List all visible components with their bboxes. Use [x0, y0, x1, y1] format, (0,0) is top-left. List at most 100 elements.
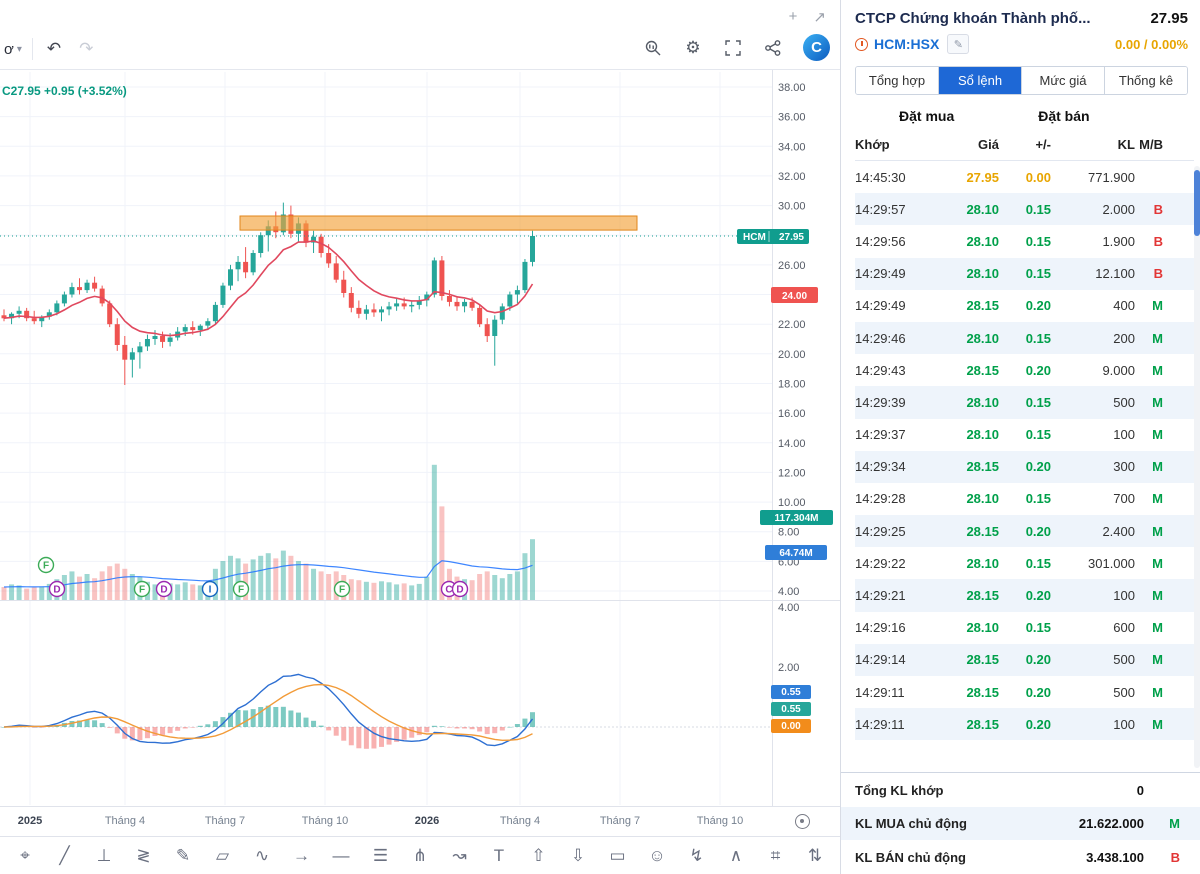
dat-mua-label[interactable]: Đặt mua	[899, 108, 955, 124]
symbol-selector[interactable]: ơ ▾	[4, 41, 22, 58]
tab-thong-ke[interactable]: Thống kê	[1104, 67, 1187, 94]
arrow-marker-tool[interactable]: →	[293, 845, 310, 865]
pattern-tool[interactable]: ↯	[689, 845, 704, 865]
settings-gear-icon[interactable]: ⚙	[685, 37, 701, 57]
time-axis-label: Tháng 7	[599, 815, 641, 827]
edit-symbol-button[interactable]: ✎	[947, 34, 970, 54]
price-change: 0.00 / 0.00%	[1115, 36, 1188, 52]
svg-text:I: I	[209, 585, 212, 596]
trade-row[interactable]: 14:29:11 28.15 0.20 500 M	[855, 684, 1163, 700]
time-axis-label: 2025	[17, 815, 43, 827]
trade-row[interactable]: 14:29:49 28.15 0.20 400 M	[855, 298, 1163, 314]
chart-toolbar: ơ ▾ ↶ ↷ ⚙ C +	[0, 0, 840, 70]
svg-text:4.00: 4.00	[778, 602, 799, 614]
svg-text:14.00: 14.00	[778, 438, 806, 450]
fullscreen-icon[interactable]	[723, 38, 743, 58]
price-chart[interactable]: FDFDIFFCD38.0036.0034.0032.0030.0028.002…	[0, 70, 840, 806]
col-change: +/-	[1035, 137, 1051, 152]
indicator-search-icon[interactable]	[643, 38, 663, 58]
trade-row[interactable]: 14:29:57 28.10 0.15 2.000 B	[855, 193, 1194, 226]
pitchfork-tool[interactable]: ⋔	[412, 845, 428, 865]
drawing-toolbar: ⌖ ╱ ⊥ ≷ ✎ ▱ ∿ → ― ☰ ⋔ ↝ T ⇧ ⇩ ▭ ☺ ↯ ∧ ⌗ ⇅	[0, 836, 840, 874]
time-axis-label: Tháng 7	[204, 815, 246, 827]
svg-text:F: F	[339, 585, 345, 596]
path-tool[interactable]: ↝	[452, 845, 467, 865]
svg-text:32.00: 32.00	[778, 171, 806, 183]
trade-row[interactable]: 14:29:37 28.10 0.15 100 M	[855, 427, 1163, 443]
goto-latest-icon[interactable]	[795, 814, 810, 829]
zigzag-tool[interactable]: ≷	[136, 845, 151, 865]
arrow-down-tool[interactable]: ⇩	[570, 845, 586, 865]
col-gia: Giá	[978, 137, 999, 152]
svg-text:F: F	[139, 585, 145, 596]
symbol-selector-label: ơ	[4, 40, 14, 58]
trade-row[interactable]: 14:29:46 28.10 0.15 200 M	[855, 321, 1194, 355]
trade-row[interactable]: 14:29:39 28.10 0.15 500 M	[855, 386, 1194, 419]
panel-header: CTCP Chứng khoán Thành phố... 27.95 HCM:…	[841, 0, 1200, 56]
trade-row[interactable]: 14:29:11 28.15 0.20 100 M	[855, 708, 1194, 741]
trade-row[interactable]: 14:29:25 28.15 0.20 2.400 M	[855, 515, 1194, 548]
footer-row: Tổng KL khớp 0	[855, 782, 1144, 798]
tab-so-lenh[interactable]: Sổ lệnh	[938, 67, 1021, 94]
svg-text:117.304M: 117.304M	[775, 513, 819, 524]
col-mb: M/B	[1139, 137, 1163, 152]
table-header: Khớp Giá +/- KL M/B	[855, 128, 1194, 161]
xabcd-pattern-tool[interactable]: ∧	[729, 845, 743, 865]
trendline-tool[interactable]: ╱	[59, 845, 70, 865]
delayed-clock-icon	[855, 37, 868, 51]
trade-row[interactable]: 14:45:30 27.95 0.00 771.900	[855, 169, 1135, 185]
text-tool[interactable]: T	[493, 845, 505, 865]
long-position-tool[interactable]: ⌗	[770, 845, 781, 865]
trade-row[interactable]: 14:29:49 28.10 0.15 12.100 B	[855, 257, 1194, 290]
parallel-channel-tool[interactable]: ▱	[215, 845, 230, 865]
trade-row[interactable]: 14:29:22 28.10 0.15 301.000 M	[855, 555, 1163, 571]
chart-section: ơ ▾ ↶ ↷ ⚙ C +	[0, 0, 840, 874]
crosshair-tool[interactable]: ⌖	[20, 845, 30, 865]
share-icon[interactable]	[763, 38, 783, 58]
horizontal-levels-tool[interactable]: ☰	[372, 845, 389, 865]
curve-tool[interactable]: ∿	[254, 845, 270, 865]
svg-text:10.00: 10.00	[778, 497, 806, 509]
callout-tool[interactable]: ▭	[609, 845, 626, 865]
trade-row[interactable]: 14:29:28 28.10 0.15 700 M	[855, 491, 1163, 507]
col-khop: Khớp	[855, 137, 890, 152]
time-axis[interactable]: 2025 Tháng 4 Tháng 7 Tháng 10 2026 Tháng 4 Thá…	[0, 806, 840, 836]
symbol-exchange[interactable]: HCM:HSX	[874, 36, 940, 52]
svg-text:D: D	[53, 585, 60, 596]
undo-button[interactable]: ↶	[43, 37, 65, 61]
emoji-tool[interactable]: ☺	[648, 845, 666, 865]
horizontal-line-tool[interactable]: ―	[332, 845, 350, 865]
toolbar-divider	[31, 38, 33, 60]
pencil-icon: ✎	[953, 38, 963, 51]
svg-text:27.95: 27.95	[779, 232, 804, 243]
time-axis-label: Tháng 4	[499, 815, 541, 827]
svg-text:C: C	[445, 585, 452, 596]
redo-button[interactable]: ↷	[75, 37, 97, 61]
expand-widget-icon[interactable]: ↗	[813, 9, 826, 26]
trade-row[interactable]: 14:29:43 28.15 0.20 9.000 M	[855, 362, 1163, 378]
fib-retracement-tool[interactable]: ⊥	[96, 845, 112, 865]
svg-text:64.74M: 64.74M	[779, 548, 812, 559]
trade-row[interactable]: 14:29:16 28.10 0.15 600 M	[855, 620, 1163, 636]
order-type-row: Đặt mua Đặt bán	[841, 95, 1200, 128]
add-widget-icon[interactable]: +	[788, 8, 798, 25]
scrollbar-thumb[interactable]	[1194, 170, 1200, 236]
app-logo[interactable]: C	[803, 34, 830, 61]
table-body: 14:45:30 27.95 0.00 771.900 14:29:57 28.10 0.1…	[855, 161, 1194, 741]
trade-row[interactable]: 14:29:14 28.15 0.20 500 M	[855, 643, 1194, 676]
tab-muc-gia[interactable]: Mức giá	[1021, 67, 1104, 94]
svg-text:HCM: HCM	[743, 232, 766, 243]
trade-row[interactable]: 14:29:21 28.15 0.20 100 M	[855, 579, 1194, 612]
price-range-tool[interactable]: ⇅	[807, 845, 823, 865]
table-scrollbar[interactable]	[1194, 166, 1200, 769]
time-axis-label: 2026	[414, 815, 440, 827]
footer-row: KL MUA chủ động 21.622.000 M	[841, 806, 1200, 841]
trade-row[interactable]: 14:29:34 28.15 0.20 300 M	[855, 450, 1194, 483]
svg-text:D: D	[160, 585, 167, 596]
arrow-up-tool[interactable]: ⇧	[531, 845, 546, 865]
dat-ban-label[interactable]: Đặt bán	[1038, 108, 1090, 124]
svg-text:36.00: 36.00	[778, 112, 806, 124]
trade-row[interactable]: 14:29:56 28.10 0.15 1.900 B	[855, 233, 1163, 249]
brush-tool[interactable]: ✎	[175, 845, 191, 865]
tab-tong-hop[interactable]: Tổng hợp	[856, 67, 938, 94]
